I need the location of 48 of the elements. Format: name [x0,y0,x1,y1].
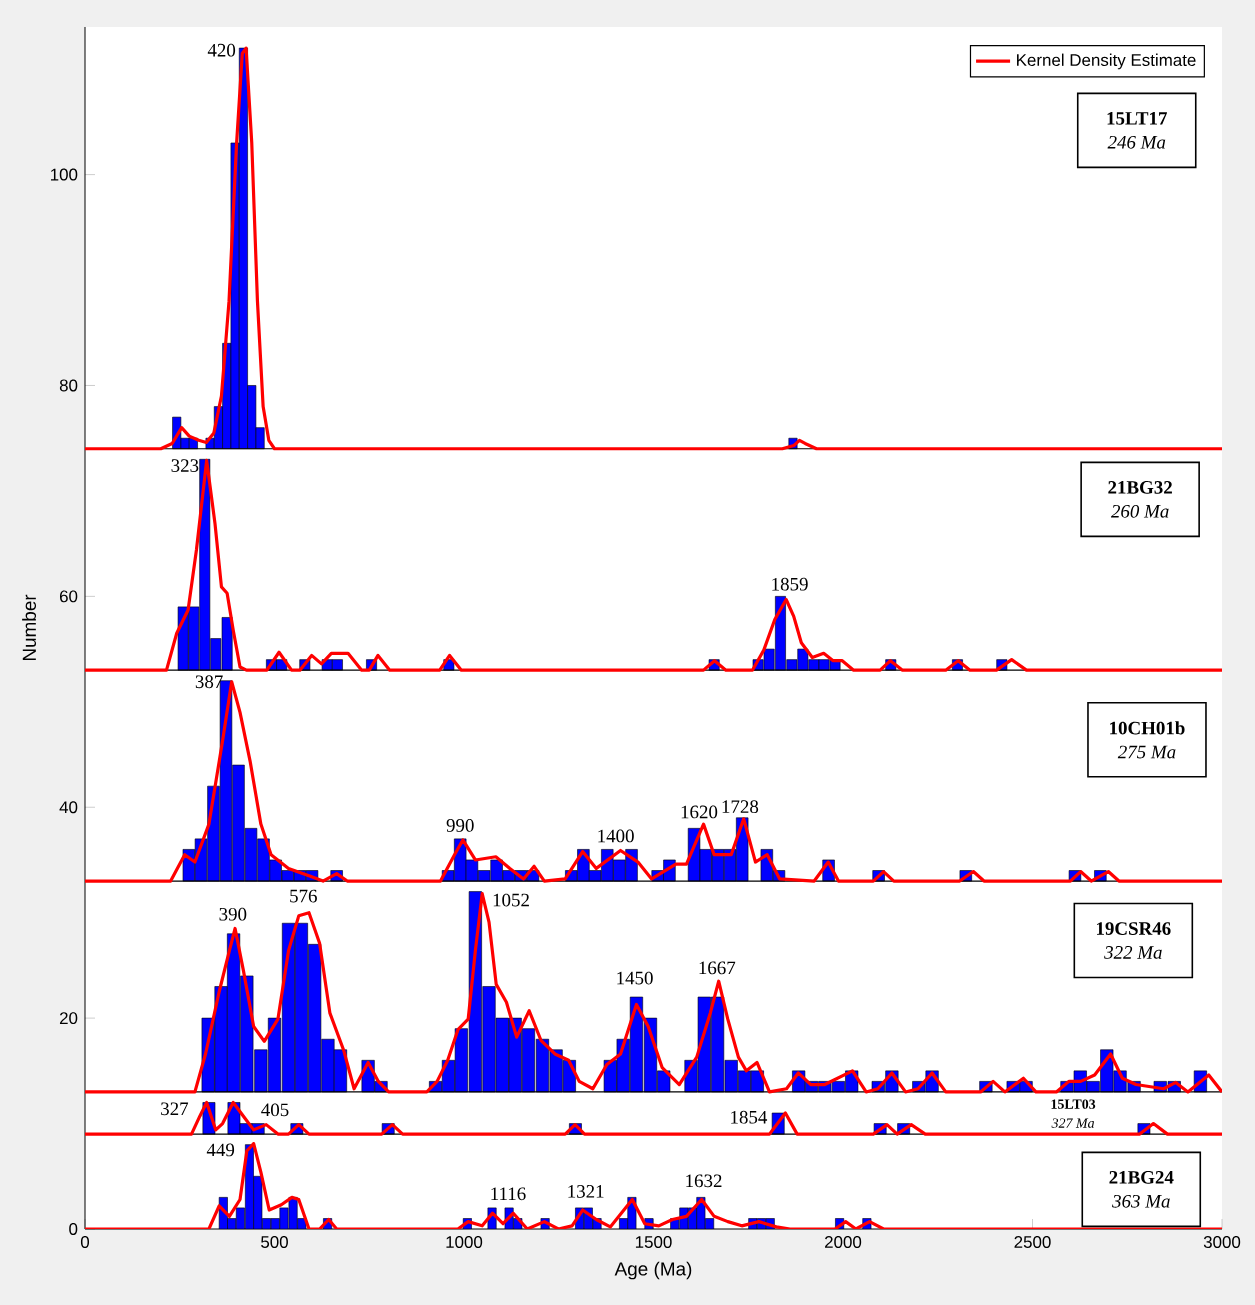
x-axis-title: Age (Ma) [614,1261,692,1280]
annotation: 1632 [686,1174,722,1188]
annotation: 327 Ma [1051,1118,1095,1128]
annotation: 1321 [568,1185,604,1198]
annotation: 1728 [722,800,759,814]
annotation: 1854 [731,1110,768,1124]
annotation: 1052 [493,893,529,907]
annotation: 1620 [681,805,718,819]
y-tick-label: 80 [59,379,78,392]
x-tick-label: 2500 [1014,1236,1051,1249]
annotation: 21BG24 [1109,1171,1174,1184]
annotation: 10CH01b [1110,721,1185,735]
annotation: 420 [207,43,236,57]
x-tick-label: 500 [261,1236,288,1249]
x-tick-label: 2000 [825,1236,862,1249]
annotation: 1859 [772,577,808,591]
y-tick-label: 60 [60,590,78,603]
annotation: 327 [161,1102,189,1116]
annotation: 1400 [598,829,634,843]
annotation: 246 Ma [1107,135,1166,149]
y-tick-label: 20 [59,1012,78,1025]
annotation: 323 [171,459,199,472]
y-tick-label: 100 [50,168,78,181]
annotation: 576 [290,889,317,903]
annotation: 449 [206,1143,235,1157]
y-tick-label: 40 [59,801,78,814]
legend-label: Kernel Density Estimate [1017,53,1196,70]
x-tick-label: 0 [80,1236,90,1249]
y-tick-label: 0 [69,1223,78,1235]
annotation: 15LT03 [1051,1099,1096,1109]
annotation: 15LT17 [1107,112,1167,125]
y-axis-title: Number [22,594,37,661]
annotation: 387 [195,675,223,689]
x-tick-label: 3000 [1203,1236,1241,1249]
annotation: 1667 [699,961,736,975]
annotation: 19CSR46 [1096,922,1171,935]
annotation: 260 Ma [1110,504,1169,518]
annotation: 390 [219,907,247,921]
annotation: 1116 [491,1187,526,1201]
annotation: 21BG32 [1108,481,1172,494]
annotation: 1450 [617,971,653,985]
x-tick-label: 1000 [446,1236,483,1249]
x-tick-label: 1500 [635,1236,672,1249]
annotation: 363 Ma [1112,1194,1170,1208]
annotation: 990 [446,819,474,832]
annotation: 405 [261,1103,289,1117]
annotation: 322 Ma [1104,946,1162,959]
annotation: 275 Ma [1117,745,1176,759]
